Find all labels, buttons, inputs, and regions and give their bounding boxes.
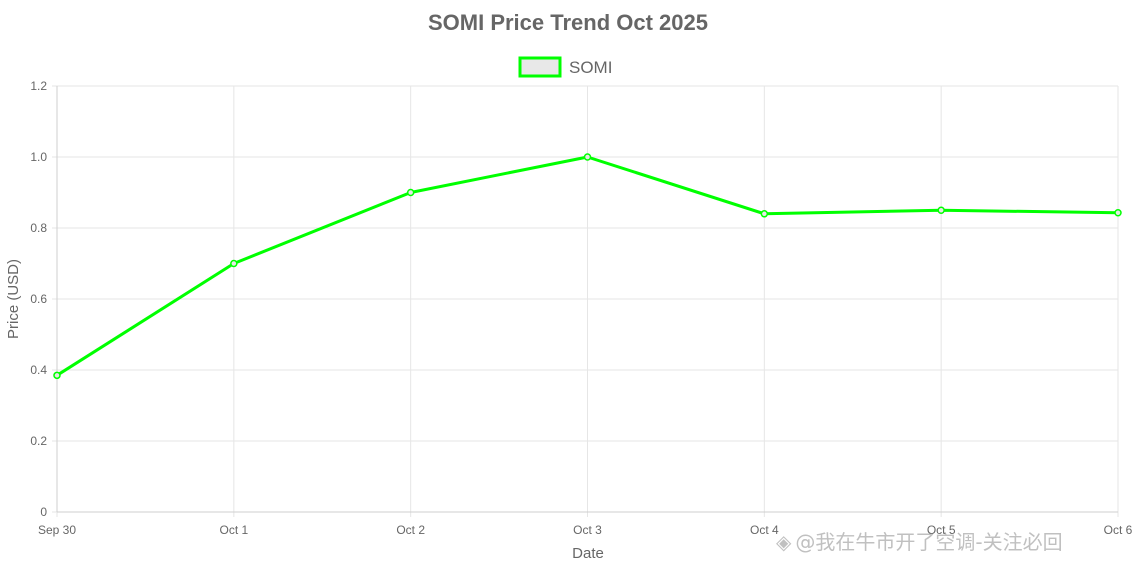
legend-swatch [518, 56, 562, 78]
y-tick-label: 0.6 [30, 292, 47, 306]
data-point[interactable] [760, 210, 769, 218]
y-axis: 0 0.2 0.4 0.6 0.8 1.0 1.2 [30, 79, 47, 519]
y-tick-label: 0.4 [30, 363, 47, 377]
y-axis-title: Price (USD) [5, 259, 22, 339]
y-tick-label: 0.8 [30, 221, 47, 235]
y-tick-label: 0.2 [30, 434, 47, 448]
x-tick-label: Sep 30 [38, 523, 76, 537]
data-point[interactable] [583, 153, 592, 161]
data-point[interactable] [53, 371, 61, 380]
data-point[interactable] [230, 259, 238, 268]
legend[interactable]: SOMI [518, 56, 612, 78]
x-axis-title: Date [572, 545, 604, 562]
x-tick-label: Oct 6 [1104, 523, 1133, 537]
grid [52, 85, 1119, 517]
legend-label: SOMI [569, 58, 612, 77]
binance-diamond-icon: ◈ [776, 530, 792, 554]
x-tick-label: Oct 3 [573, 523, 602, 537]
y-tick-label: 0 [40, 505, 47, 519]
x-axis: Sep 30 Oct 1 Oct 2 Oct 3 Oct 4 Oct 5 Oct 6 [38, 523, 1133, 537]
y-tick-label: 1.2 [30, 79, 47, 93]
y-tick-label: 1.0 [30, 150, 47, 164]
watermark: ◈ @我在牛市开了空调-关注必回 [776, 526, 1063, 555]
chart-title: SOMI Price Trend Oct 2025 [428, 10, 708, 35]
watermark-text: @我在牛市开了空调-关注必回 [795, 530, 1063, 554]
x-tick-label: Oct 1 [219, 523, 248, 537]
data-point[interactable] [1114, 208, 1122, 217]
data-point[interactable] [937, 206, 945, 214]
series-somi [53, 153, 1122, 380]
x-tick-label: Oct 4 [750, 523, 779, 537]
data-point[interactable] [406, 188, 415, 197]
x-tick-label: Oct 2 [396, 523, 425, 537]
x-tick-label: Oct 5 [927, 523, 956, 537]
